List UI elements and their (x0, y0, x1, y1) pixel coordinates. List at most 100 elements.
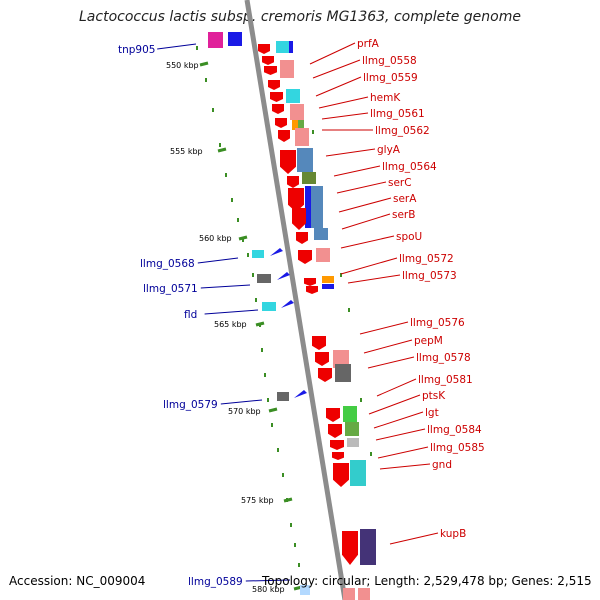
gene-arrow (294, 390, 307, 398)
topology-text: Topology: circular; Length: 2,529,478 bp… (262, 574, 592, 588)
gene-box (228, 32, 242, 46)
gene-arrow (281, 300, 294, 308)
scale-label: 550 kbp (166, 61, 199, 70)
leader-line (340, 257, 398, 275)
gene-arrow (288, 188, 304, 212)
gene-arrow (296, 232, 308, 244)
gene-box (280, 60, 294, 78)
gene-label-llmg_0573: llmg_0573 (402, 270, 457, 282)
gene-arrow (280, 150, 296, 174)
leader-line (312, 59, 361, 79)
gene-label-lgt: lgt (425, 407, 439, 419)
leader-line (376, 378, 417, 397)
scale-tick (255, 321, 265, 327)
gene-label-llmg_0576: llmg_0576 (410, 317, 465, 329)
gene-box (289, 41, 293, 53)
gene-label-serc: serC (388, 177, 412, 189)
leader-line (373, 411, 424, 429)
leader-line (318, 96, 369, 109)
gene-label-llmg_0589: llmg_0589 (188, 576, 243, 588)
scale-tick (238, 235, 248, 241)
leader-line (363, 339, 413, 354)
gene-label-llmg_0561: llmg_0561 (370, 108, 425, 120)
gene-box (302, 172, 316, 184)
leader-line (375, 428, 426, 441)
gene-box (300, 585, 310, 595)
scale-dot (271, 423, 273, 427)
scale-dot (348, 308, 350, 312)
gene-arrow (292, 208, 306, 230)
gene-label-prfa: prfA (357, 38, 380, 50)
gene-box (322, 276, 334, 283)
leader-line (245, 579, 291, 582)
gene-box (277, 392, 289, 401)
gene-box (298, 120, 304, 130)
leader-line (340, 235, 395, 249)
gene-box (305, 186, 311, 228)
scale-dot (261, 348, 263, 352)
scale-label: 565 kbp (214, 320, 247, 329)
gene-label-llmg_0558: llmg_0558 (362, 55, 417, 67)
gene-box (292, 120, 298, 130)
leader-line (157, 43, 197, 50)
leader-line (197, 257, 239, 264)
gene-arrow (333, 463, 349, 487)
gene-box (335, 364, 351, 382)
leader-line (315, 76, 362, 97)
genome-backbone (244, 0, 348, 600)
gene-arrow (277, 272, 290, 280)
scale-dot (212, 108, 214, 112)
genome-title: Lactococcus lactis subsp. cremoris MG136… (79, 9, 521, 25)
gene-box (257, 274, 271, 283)
gene-label-gnd: gnd (432, 459, 452, 471)
gene-box (333, 350, 349, 368)
gene-box (322, 284, 334, 289)
scale-dot (282, 473, 284, 477)
gene-box (290, 104, 304, 120)
gene-label-llmg_0559: llmg_0559 (363, 72, 418, 84)
gene-label-llmg_0571: llmg_0571 (143, 283, 198, 295)
footer: Accession: NC_009004 Topology: circular;… (0, 574, 600, 590)
scale-tick (283, 497, 293, 503)
scale-dot (225, 173, 227, 177)
scale-dot (290, 523, 292, 527)
scale-dot (205, 78, 207, 82)
leader-line (321, 112, 369, 120)
gene-box (345, 422, 359, 436)
gene-label-llmg_0584: llmg_0584 (427, 424, 482, 436)
leader-line (379, 463, 431, 470)
scale-tick (199, 61, 209, 67)
gene-label-kupb: kupB (440, 528, 466, 540)
gene-label-llmg_0572: llmg_0572 (399, 253, 454, 265)
gene-label-llmg_0562: llmg_0562 (375, 125, 430, 137)
gene-box (276, 41, 289, 53)
gene-arrow (272, 104, 284, 114)
gene-box (297, 148, 313, 172)
gene-box (350, 460, 366, 486)
scale-dot (277, 448, 279, 452)
gene-arrow (262, 56, 274, 65)
leader-line (338, 197, 392, 213)
leader-line (368, 394, 421, 415)
gene-label-llmg_0581: llmg_0581 (418, 374, 473, 386)
gene-box (314, 228, 328, 240)
gene-arrow (318, 368, 332, 382)
gene-label-ptsk: ptsK (422, 390, 446, 402)
gene-label-pepm: pepM (414, 335, 443, 347)
gene-arrow (298, 250, 312, 264)
scale-dot (267, 398, 269, 402)
gene-arrow (270, 248, 283, 256)
scale-label: 570 kbp (228, 407, 261, 416)
leader-line (309, 42, 356, 65)
gene-arrow (326, 408, 340, 422)
scale-dot (255, 298, 257, 302)
scale-tick (268, 407, 278, 413)
gene-label-glya: glyA (377, 144, 401, 156)
scale-dot (264, 373, 266, 377)
leader-line (359, 321, 409, 335)
leader-line (220, 399, 263, 405)
gene-box (358, 588, 370, 600)
gene-box (343, 406, 357, 422)
scale-dot (294, 543, 296, 547)
leader-line (200, 284, 251, 289)
